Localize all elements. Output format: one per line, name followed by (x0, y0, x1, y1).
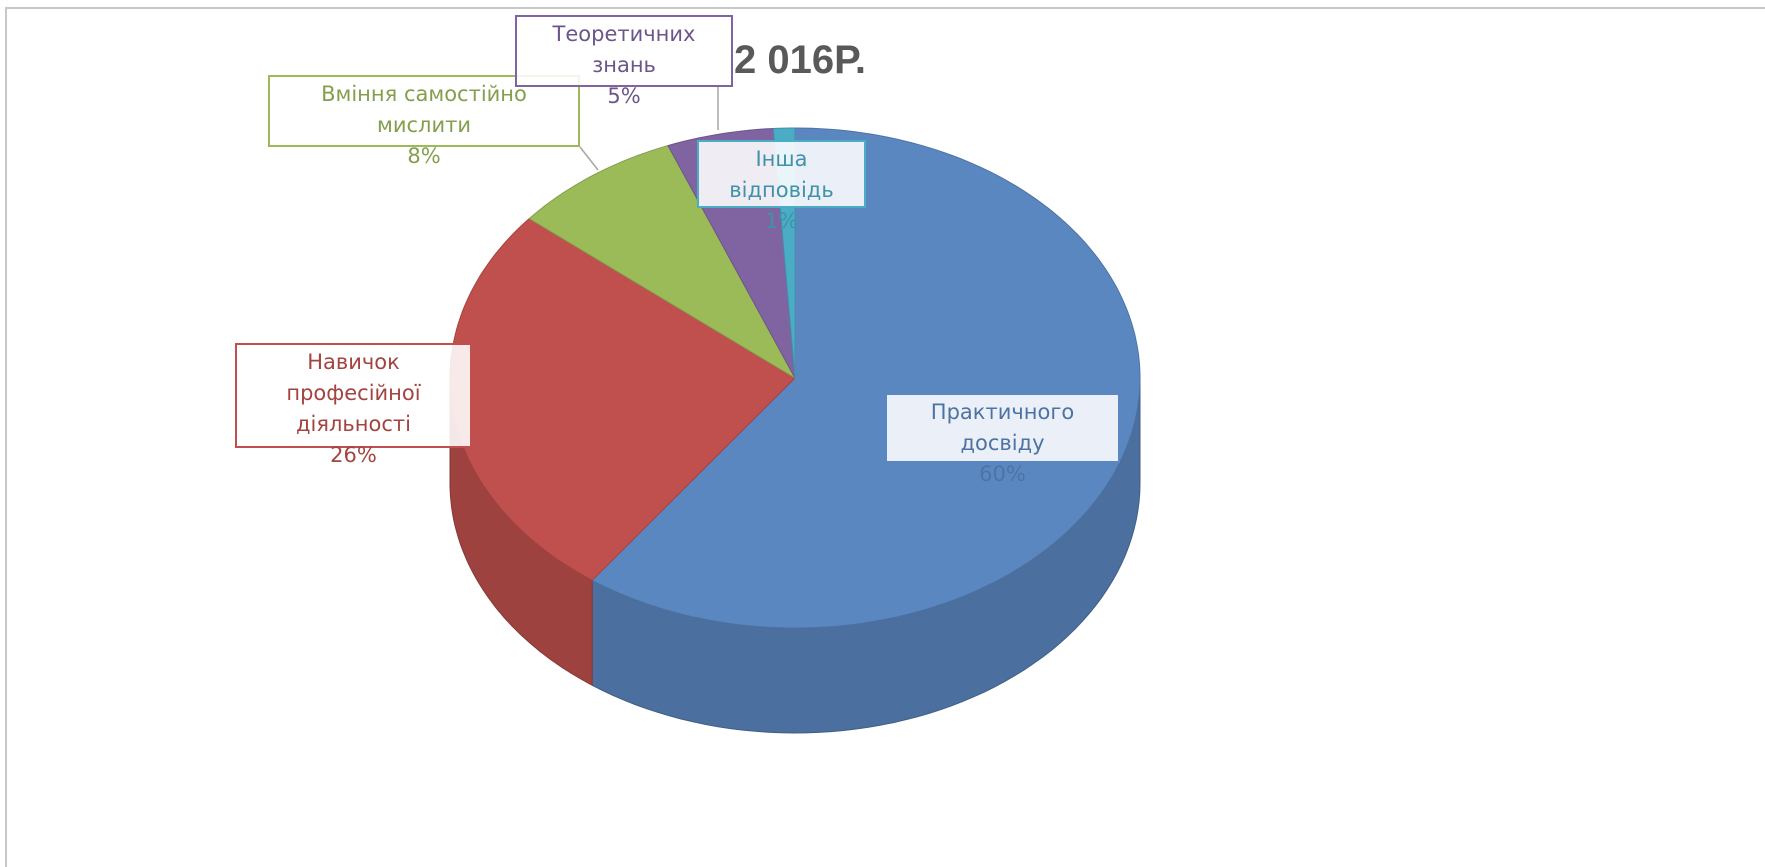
pie-slice (528, 145, 797, 380)
data-label: Інша відповідь 1% (697, 140, 866, 233)
label-category: Практичного досвіду (930, 400, 1075, 455)
data-label: Теоретичних знань 5% (515, 15, 733, 108)
label-category: Інша відповідь (729, 147, 834, 202)
label-value: 5% (607, 84, 641, 108)
label-category: Вміння самостійно мислити (321, 82, 527, 137)
data-label: Практичного досвіду 60% (885, 393, 1120, 486)
leader-line (579, 146, 599, 171)
chart-title: 2 016Р. (734, 38, 866, 82)
pie-slice (591, 127, 1141, 629)
data-label: Вміння самостійно мислити 8% (268, 75, 580, 168)
label-category: Теоретичних знань (552, 22, 696, 77)
label-value: 26% (330, 443, 377, 467)
label-value: 60% (979, 462, 1026, 486)
label-value: 1% (764, 209, 799, 233)
data-label: Навичок професійної діяльності 26% (235, 343, 472, 467)
label-value: 8% (407, 144, 441, 168)
label-category: Навичок професійної діяльності (286, 350, 421, 436)
frame (5, 7, 1765, 867)
